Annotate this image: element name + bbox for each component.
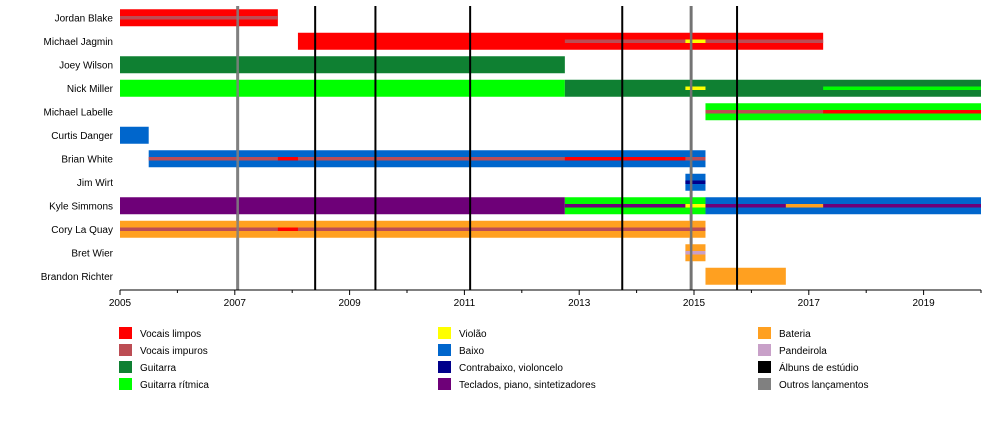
role-bar (120, 56, 565, 74)
x-tick-label: 2007 (224, 298, 247, 309)
legend-swatch (758, 378, 771, 390)
x-axis: 2005 2007 2009 2011 2013 2015 2017 2019 (109, 289, 982, 309)
legend-label: Baixo (459, 346, 484, 357)
legend-swatch (438, 344, 451, 356)
x-tick-label: 2019 (912, 298, 935, 309)
legend-swatch (119, 344, 132, 356)
legend-item: Teclados, piano, sintetizadores (438, 378, 596, 391)
legend-swatch (119, 327, 132, 339)
release-overlay (236, 6, 739, 290)
member-name: Brandon Richter (41, 272, 114, 283)
legend-label: Guitarra (140, 363, 177, 374)
legend-item: Vocais impuros (119, 344, 208, 357)
x-tick-label: 2009 (338, 298, 361, 309)
role-bar (564, 79, 981, 97)
role-stripe (120, 227, 706, 231)
x-tick-label: 2011 (454, 298, 476, 309)
role-bar (120, 197, 565, 215)
role-stripe (277, 157, 298, 161)
legend-item: Violão (438, 327, 487, 340)
x-tick-label: 2015 (683, 298, 706, 309)
legend: Vocais limpos Vocais impuros Guitarra Guita… (119, 327, 869, 391)
x-tick-label: 2017 (798, 298, 821, 309)
role-bar (705, 267, 786, 285)
legend-item: Guitarra (119, 361, 177, 374)
legend-label: Pandeirola (779, 346, 827, 357)
legend-label: Contrabaixo, violoncelo (459, 363, 563, 374)
legend-label: Bateria (779, 329, 811, 340)
legend-swatch (758, 344, 771, 356)
legend-label: Outros lançamentos (779, 380, 869, 391)
member-row-10 (685, 244, 706, 262)
role-stripe (785, 204, 824, 208)
member-row-3 (120, 79, 981, 97)
legend-swatch (119, 361, 132, 373)
legend-item: Álbuns de estúdio (758, 361, 859, 374)
role-bar (120, 79, 565, 97)
role-stripe (685, 86, 706, 90)
legend-item: Baixo (438, 344, 484, 357)
member-row-5 (120, 126, 149, 144)
member-row-6 (148, 150, 706, 168)
member-row-8 (120, 197, 981, 215)
member-row-4 (705, 103, 981, 121)
member-bars (120, 9, 981, 285)
x-tick-label: 2013 (568, 298, 591, 309)
role-stripe (685, 39, 706, 43)
member-row-0 (120, 9, 278, 27)
role-stripe (823, 110, 981, 114)
member-name: Nick Miller (67, 84, 114, 95)
member-name: Bret Wier (71, 248, 113, 259)
legend-label: Guitarra rítmica (140, 380, 209, 391)
legend-label: Violão (459, 329, 487, 340)
member-name: Brian White (61, 154, 113, 165)
legend-item: Outros lançamentos (758, 378, 869, 391)
legend-swatch (438, 361, 451, 373)
member-name: Curtis Danger (51, 131, 113, 142)
role-stripe (564, 204, 981, 208)
member-name: Jordan Blake (55, 13, 114, 24)
role-bar (120, 126, 149, 144)
legend-label: Álbuns de estúdio (779, 361, 859, 374)
role-stripe (564, 157, 686, 161)
legend-label: Vocais limpos (140, 329, 201, 340)
x-tick-label: 2005 (109, 298, 132, 309)
member-row-7 (685, 173, 706, 191)
member-row-9 (120, 220, 706, 238)
member-labels: Jordan Blake Michael Jagmin Joey Wilson Nic… (41, 13, 114, 283)
legend-swatch (119, 378, 132, 390)
legend-swatch (758, 361, 771, 373)
role-stripe (148, 157, 706, 161)
role-stripe (277, 227, 298, 231)
member-name: Michael Jagmin (44, 37, 113, 48)
member-row-11 (705, 267, 786, 285)
member-row-1 (297, 32, 824, 50)
legend-swatch (758, 327, 771, 339)
legend-label: Teclados, piano, sintetizadores (459, 380, 596, 391)
legend-swatch (438, 378, 451, 390)
role-stripe (120, 16, 278, 20)
legend-item: Bateria (758, 327, 811, 340)
member-name: Kyle Simmons (49, 201, 113, 212)
role-stripe (685, 204, 706, 208)
legend-item: Pandeirola (758, 344, 827, 357)
member-name: Joey Wilson (59, 60, 113, 71)
legend-item: Contrabaixo, violoncelo (438, 361, 563, 374)
role-stripe (685, 180, 706, 184)
member-name: Michael Labelle (44, 107, 114, 118)
role-stripe (823, 86, 981, 90)
role-stripe (685, 251, 706, 255)
legend-label: Vocais impuros (140, 346, 208, 357)
member-name: Jim Wirt (77, 178, 113, 189)
member-row-2 (120, 56, 565, 74)
member-name: Cory La Quay (51, 225, 113, 236)
legend-item: Guitarra rítmica (119, 378, 209, 391)
legend-swatch (438, 327, 451, 339)
legend-item: Vocais limpos (119, 327, 201, 340)
